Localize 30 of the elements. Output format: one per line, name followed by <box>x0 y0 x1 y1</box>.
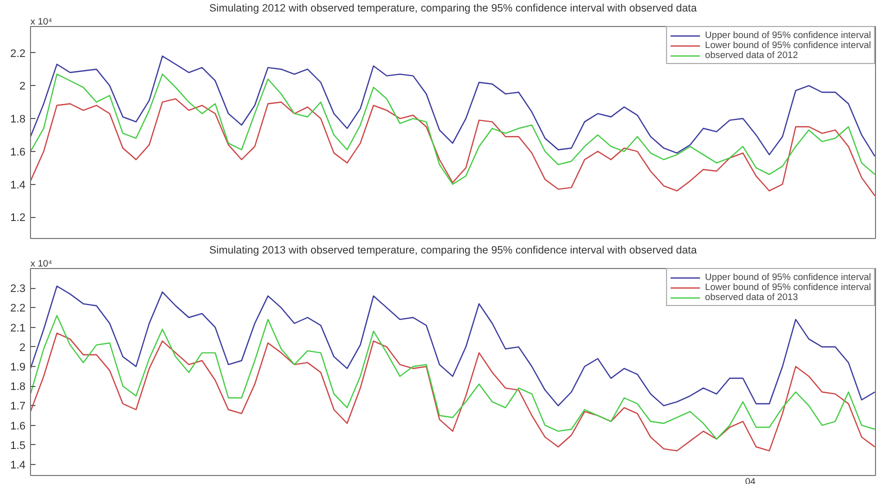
y-tick-label: 1.8 <box>10 381 26 394</box>
legend-label: Lower bound of 95% confidence interval <box>705 40 871 50</box>
y-tick-label: 2.3 <box>10 283 26 296</box>
legend-label: Lower bound of 95% confidence interval <box>705 282 871 292</box>
line-series <box>30 332 876 452</box>
chart-title: Simulating 2013 with observed temperature, comparing the 95% confidence interval with observed data <box>209 244 697 256</box>
legend-label: observed data of 2013 <box>705 292 798 302</box>
y-tick-label: 1.9 <box>10 362 26 374</box>
y-tick-label: 1.4 <box>10 460 26 472</box>
y-tick-label: 2 <box>19 342 26 354</box>
line-series <box>30 314 876 440</box>
y-tick-label: 1.7 <box>10 400 26 413</box>
line-series <box>30 98 876 196</box>
y-tick-label: 1.4 <box>10 179 26 192</box>
y-tick-label: 1.2 <box>10 212 26 224</box>
line-series <box>30 74 876 185</box>
y-tick-label: 1.5 <box>10 440 26 452</box>
legend-label: Upper bound of 95% confidence interval <box>705 272 871 282</box>
y-tick-label: 2 <box>19 80 26 93</box>
y-tick-label: 2.1 <box>10 322 26 334</box>
legend-label: observed data of 2012 <box>705 50 798 60</box>
y-tick-label: 1.6 <box>10 420 26 432</box>
chart-title: Simulating 2012 with observed temperature, comparing the 95% confidence interval with observed data <box>209 2 697 14</box>
annotation: x 10⁴ <box>30 16 52 26</box>
y-tick-label: 2.2 <box>10 48 26 60</box>
legend-label: Upper bound of 95% confidence interval <box>705 30 871 40</box>
y-tick-label: 1.6 <box>10 146 26 158</box>
y-tick-label: 1.8 <box>10 114 26 126</box>
text: x 10⁴ <box>30 258 52 268</box>
y-tick-label: 2.2 <box>10 302 26 315</box>
